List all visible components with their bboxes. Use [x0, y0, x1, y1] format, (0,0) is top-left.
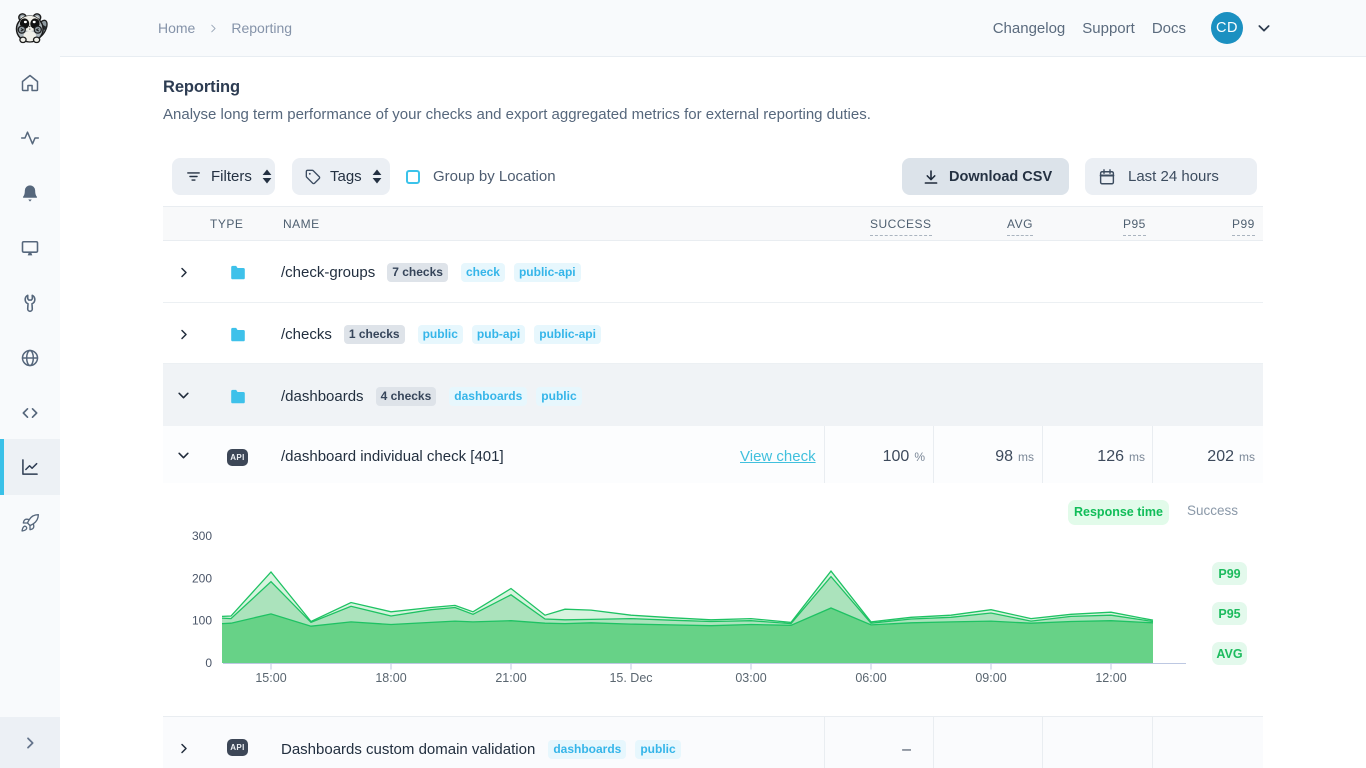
svg-text:09:00: 09:00 — [975, 671, 1006, 685]
svg-text:300: 300 — [192, 529, 212, 543]
svg-text:15:00: 15:00 — [255, 671, 286, 685]
svg-text:100: 100 — [192, 614, 212, 628]
svg-text:200: 200 — [192, 571, 212, 585]
svg-text:06:00: 06:00 — [855, 671, 886, 685]
svg-text:03:00: 03:00 — [735, 671, 766, 685]
svg-text:12:00: 12:00 — [1095, 671, 1126, 685]
svg-text:21:00: 21:00 — [495, 671, 526, 685]
svg-text:15. Dec: 15. Dec — [609, 671, 652, 685]
svg-text:18:00: 18:00 — [375, 671, 406, 685]
svg-text:0: 0 — [205, 656, 212, 670]
